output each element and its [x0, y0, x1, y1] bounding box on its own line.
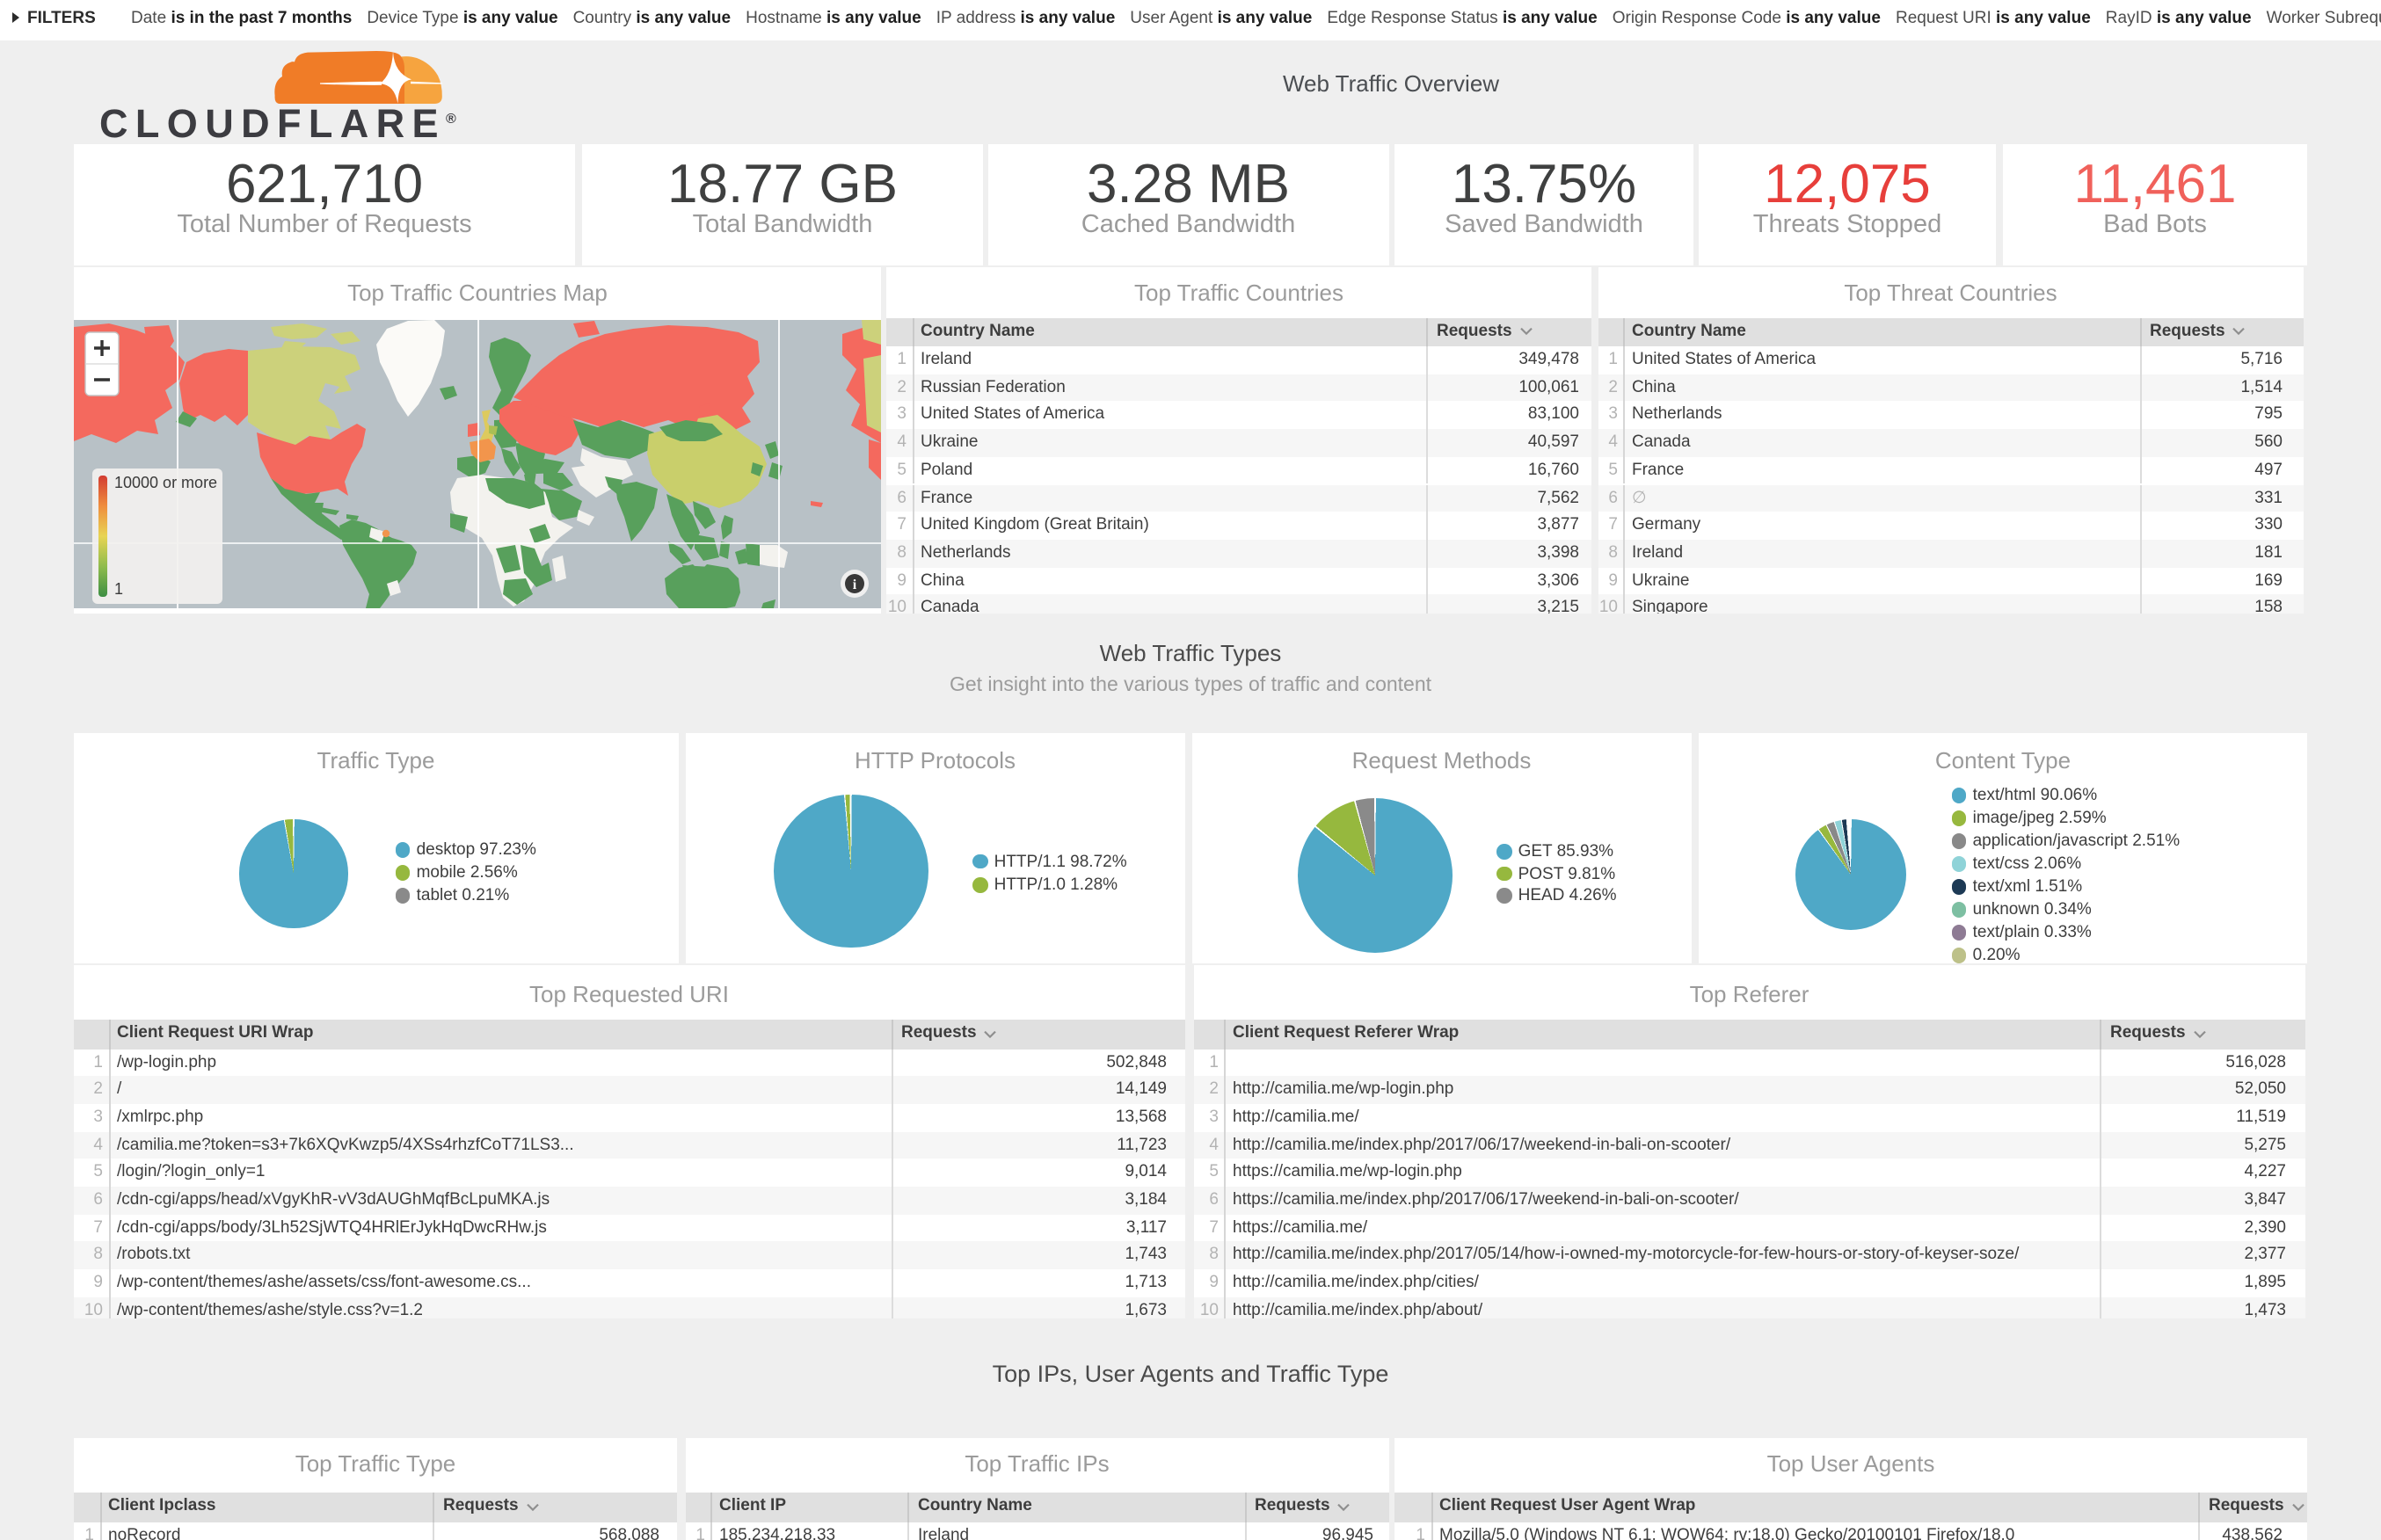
svg-text:1: 1	[114, 579, 123, 597]
svg-text:i: i	[853, 577, 857, 592]
svg-text:10000 or more: 10000 or more	[114, 473, 217, 490]
